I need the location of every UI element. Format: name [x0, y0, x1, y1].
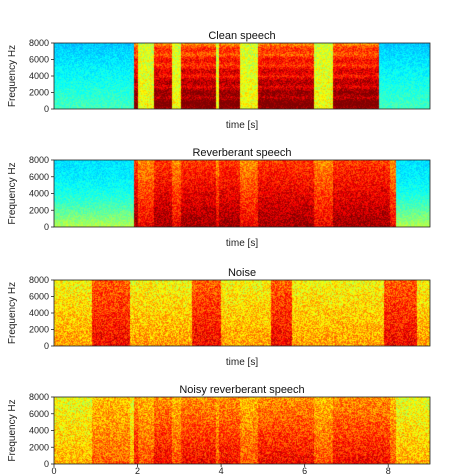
- x-tick-label: 8: [386, 466, 391, 474]
- spectrogram-heatmap-2: [54, 160, 430, 227]
- y-tick-label: 4000: [29, 71, 49, 81]
- spectrogram-panel-3: Noise 0 2000 4000 6000 8000 Frequency Hz time […: [7, 267, 431, 368]
- spectrogram-panel-1: Clean speech 0 2000 4000 6000 8000 Frequency H…: [7, 30, 431, 131]
- x-tick-label: 4: [219, 466, 224, 474]
- x-tick-label: 0: [51, 466, 56, 474]
- y-tick-label: 6000: [29, 292, 49, 302]
- y-tick-label: 8000: [29, 38, 49, 48]
- y-tick-label: 2000: [29, 442, 49, 452]
- x-tick-label: 2: [135, 466, 140, 474]
- x-axis-label: time [s]: [226, 120, 258, 131]
- spectrogram-heatmap-4: [54, 397, 430, 464]
- panel-title: Noise: [228, 267, 256, 279]
- y-tick-label: 0: [44, 104, 49, 114]
- y-tick-label: 4000: [29, 426, 49, 436]
- y-tick-label: 0: [44, 222, 49, 232]
- x-axis-label: time [s]: [226, 357, 258, 368]
- spectrogram-heatmap-1: [54, 43, 430, 109]
- y-tick-label: 8000: [29, 392, 49, 402]
- x-axis-label: time [s]: [226, 238, 258, 249]
- y-axis-label: Frequency Hz: [7, 162, 18, 224]
- y-tick-label: 6000: [29, 172, 49, 182]
- y-axis-label: Frequency Hz: [7, 282, 18, 344]
- y-axis-label: Frequency Hz: [7, 399, 18, 461]
- spectrogram-panel-4: Noisy reverberant speech 0 2000 4000 6000 800…: [7, 384, 431, 474]
- y-tick-label: 0: [44, 459, 49, 469]
- y-tick-label: 6000: [29, 409, 49, 419]
- y-tick-label: 0: [44, 341, 49, 351]
- y-tick-label: 8000: [29, 155, 49, 165]
- y-tick-label: 6000: [29, 55, 49, 65]
- spectrogram-panel-2: Reverberant speech 0 2000 4000 6000 8000 Frequ…: [7, 147, 431, 249]
- y-tick-label: 2000: [29, 325, 49, 335]
- spectrogram-heatmap-3: [54, 280, 430, 346]
- y-axis-label: Frequency Hz: [7, 45, 18, 107]
- y-tick-label: 8000: [29, 275, 49, 285]
- panel-title: Clean speech: [208, 30, 275, 42]
- y-tick-label: 4000: [29, 308, 49, 318]
- y-tick-label: 2000: [29, 205, 49, 215]
- x-tick-label: 6: [302, 466, 307, 474]
- y-tick-label: 4000: [29, 189, 49, 199]
- panel-title: Noisy reverberant speech: [179, 384, 304, 396]
- panel-title: Reverberant speech: [192, 147, 291, 159]
- y-tick-label: 2000: [29, 88, 49, 98]
